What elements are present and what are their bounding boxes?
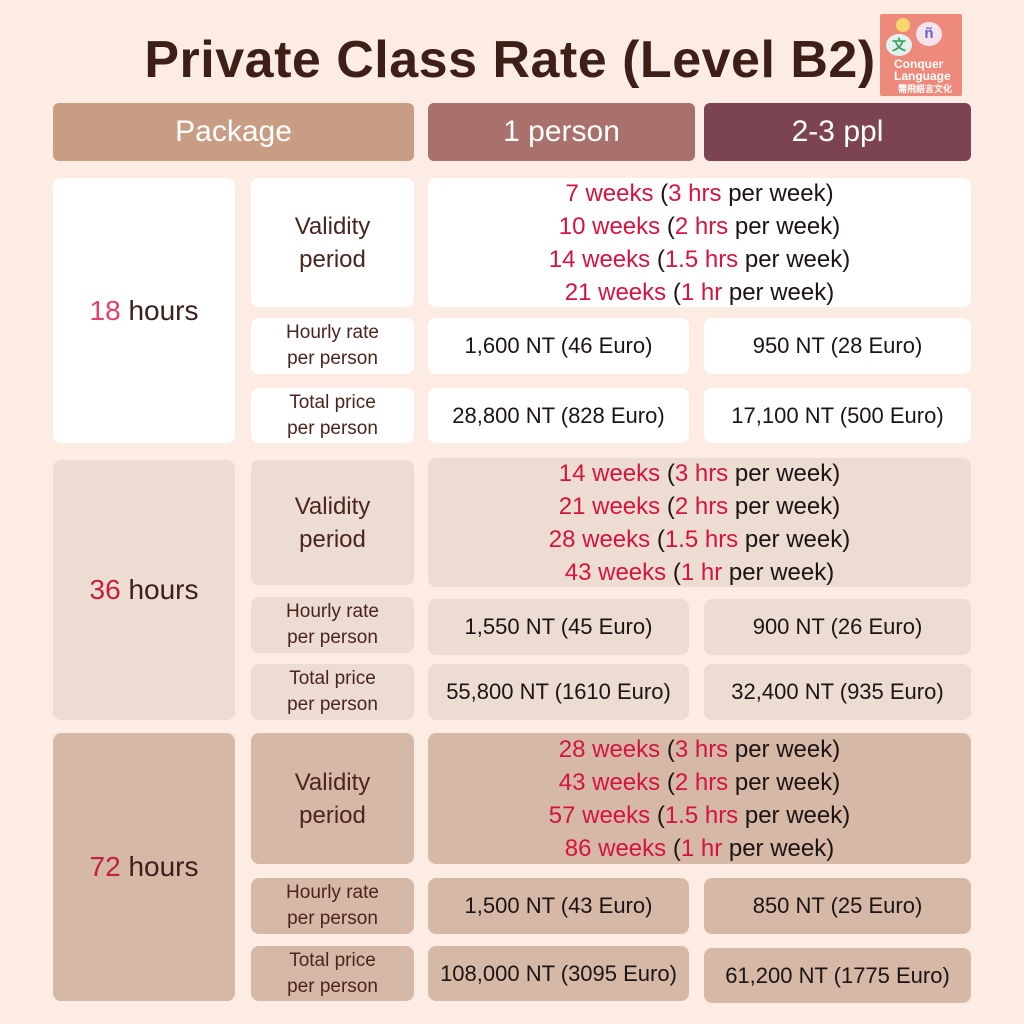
hours-number: 36 xyxy=(89,574,121,605)
logo-brand-line1: Conquer xyxy=(894,57,944,71)
hours-number: 18 xyxy=(89,294,121,326)
conquer-language-logo: 文 ñ Conquer Language 需飛語言文化 xyxy=(880,14,962,96)
logo-glyph-left: 文 xyxy=(886,34,912,56)
total-label-line1: Total price xyxy=(289,949,376,971)
hourly-label-line1: Hourly rate xyxy=(286,882,379,903)
validity-label-cell: Validity period xyxy=(251,733,414,864)
total-label-line2: per person xyxy=(287,694,378,715)
validity-options: 7 weeks (3 hrs per week) 10 weeks (2 hrs… xyxy=(428,178,971,307)
hourly-rate-two-three: 950 NT (28 Euro) xyxy=(704,318,971,374)
total-price-one-person: 55,800 NT (1610 Euro) xyxy=(428,664,689,720)
validity-label-cell: Validity period xyxy=(251,178,414,307)
validity-label-line2: period xyxy=(299,245,366,273)
total-price-label-cell: Total price per person xyxy=(251,388,414,443)
total-price-label-cell: Total price per person xyxy=(251,664,414,720)
hours-word: hours xyxy=(128,574,199,605)
hours-number: 72 xyxy=(89,851,121,882)
page-title: Private Class Rate (Level B2) xyxy=(144,31,876,89)
hourly-label-line2: per person xyxy=(287,348,378,369)
validity-option: 43 weeks (2 hrs per week) xyxy=(558,768,841,796)
hours-word: hours xyxy=(128,851,199,882)
logo-brand-zh: 需飛語言文化 xyxy=(898,84,953,94)
validity-options: 28 weeks (3 hrs per week) 43 weeks (2 hr… xyxy=(428,733,971,864)
package-hours-cell: 18 hours xyxy=(53,178,235,443)
validity-option: 28 weeks (1.5 hrs per week) xyxy=(548,525,851,553)
validity-label-line2: period xyxy=(299,801,366,829)
validity-option: 14 weeks (1.5 hrs per week) xyxy=(548,245,851,273)
validity-option: 21 weeks (2 hrs per week) xyxy=(558,492,841,520)
validity-label-line1: Validity xyxy=(294,768,371,796)
total-label-line2: per person xyxy=(287,975,378,997)
validity-label-cell: Validity period xyxy=(251,460,414,585)
hourly-rate-two-three: 850 NT (25 Euro) xyxy=(704,878,971,934)
hourly-rate-one-person: 1,500 NT (43 Euro) xyxy=(428,878,689,934)
validity-option: 86 weeks (1 hr per week) xyxy=(564,834,835,862)
validity-label-line1: Validity xyxy=(294,492,371,520)
validity-label-line1: Validity xyxy=(294,212,371,240)
package-hours: 36 hours xyxy=(90,574,199,606)
total-price-one-person: 28,800 NT (828 Euro) xyxy=(428,388,689,443)
validity-options: 14 weeks (3 hrs per week) 21 weeks (2 hr… xyxy=(428,458,971,587)
validity-label-line2: period xyxy=(299,525,366,553)
total-price-one-person: 108,000 NT (3095 Euro) xyxy=(428,946,689,1001)
logo-brand-line2: Language xyxy=(894,69,951,83)
total-price-two-three: 17,100 NT (500 Euro) xyxy=(704,388,971,443)
hourly-rate-one-person: 1,550 NT (45 Euro) xyxy=(428,599,689,655)
validity-option: 57 weeks (1.5 hrs per week) xyxy=(548,801,851,829)
hourly-rate-label-cell: Hourly rate per person xyxy=(251,318,414,374)
total-price-two-three: 32,400 NT (935 Euro) xyxy=(704,664,971,720)
hourly-rate-two-three: 900 NT (26 Euro) xyxy=(704,599,971,655)
hourly-label-line1: Hourly rate xyxy=(286,322,379,343)
package-hours-cell: 36 hours xyxy=(53,460,235,720)
validity-option: 7 weeks (3 hrs per week) xyxy=(565,179,834,207)
hourly-rate-one-person: 1,600 NT (46 Euro) xyxy=(428,318,689,374)
hourly-rate-label-cell: Hourly rate per person xyxy=(251,597,414,653)
hourly-label-line2: per person xyxy=(287,908,378,929)
total-label-line1: Total price xyxy=(289,668,376,689)
header-two-three-people: 2-3 ppl xyxy=(704,103,971,161)
header-one-person: 1 person xyxy=(428,103,695,161)
total-price-label-cell: Total price per person xyxy=(251,946,414,1001)
logo-glyph-right: ñ xyxy=(916,22,942,46)
validity-option: 14 weeks (3 hrs per week) xyxy=(558,459,841,487)
validity-option: 21 weeks (1 hr per week) xyxy=(564,278,835,306)
validity-option: 43 weeks (1 hr per week) xyxy=(564,558,835,586)
validity-option: 28 weeks (3 hrs per week) xyxy=(558,735,841,763)
package-hours-cell: 72 hours xyxy=(53,733,235,1001)
package-hours: 72 hours xyxy=(90,851,199,883)
logo-brand: Conquer Language xyxy=(894,58,962,82)
total-price-two-three: 61,200 NT (1775 Euro) xyxy=(704,948,971,1003)
hourly-label-line1: Hourly rate xyxy=(286,601,379,622)
hours-word: hours xyxy=(128,294,199,326)
package-hours: 18 hours xyxy=(90,295,199,327)
hourly-rate-label-cell: Hourly rate per person xyxy=(251,878,414,934)
total-label-line1: Total price xyxy=(289,391,376,413)
hourly-label-line2: per person xyxy=(287,627,378,648)
total-label-line2: per person xyxy=(287,417,378,439)
smiley-icon xyxy=(896,18,910,32)
header-package: Package xyxy=(53,103,414,161)
validity-option: 10 weeks (2 hrs per week) xyxy=(558,212,841,240)
